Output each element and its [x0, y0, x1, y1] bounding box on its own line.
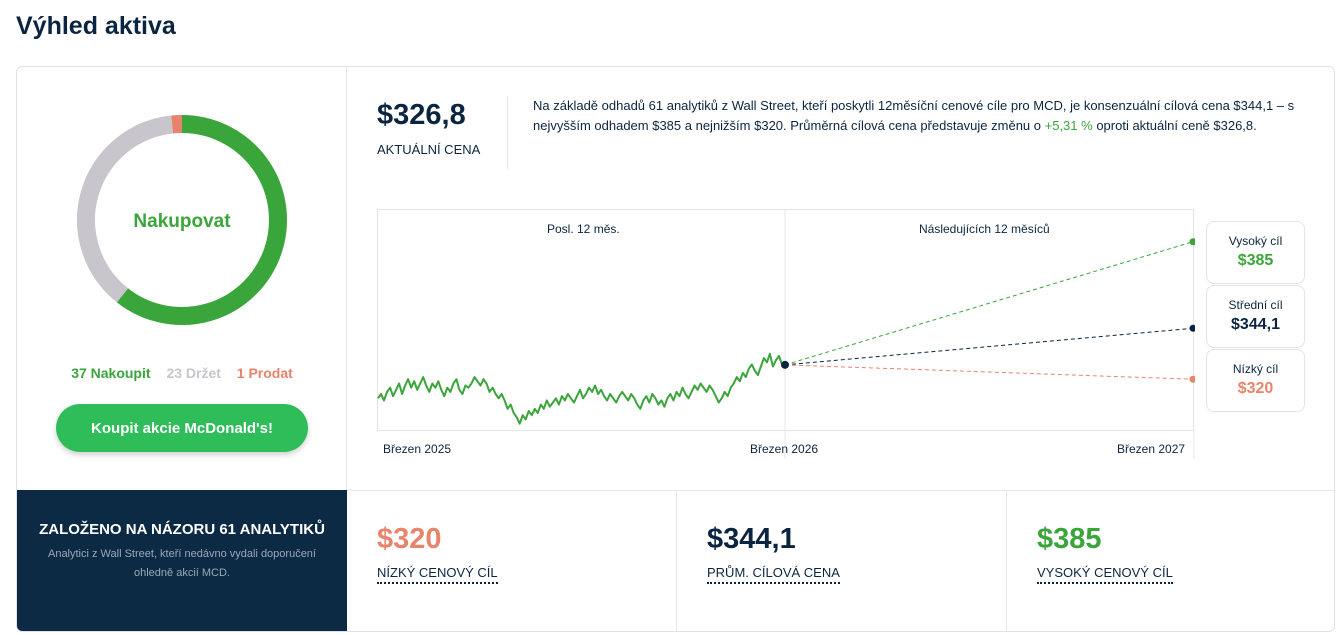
avg-target-stat-label[interactable]: PRŮM. CÍLOVÁ CENA [707, 565, 840, 584]
low-target-stat-value: $320 [377, 523, 442, 555]
stat-divider [1006, 491, 1007, 631]
avg-target-stat: $344,1 PRŮM. CÍLOVÁ CENA [677, 491, 1007, 631]
x-tick-label: Březen 2025 [383, 442, 452, 456]
high-forecast-line [784, 241, 1194, 366]
rating-label: Nakupovat [133, 211, 231, 232]
mid-target-label: Střední cíl [1228, 298, 1283, 312]
sell-count: 1 Prodat [236, 365, 293, 381]
mid-target-value: $344,1 [1231, 316, 1280, 333]
low-forecast-line [784, 364, 1194, 380]
asset-outlook-card: Nakupovat 37 Nakoupit 23 Držet 1 Prodat … [16, 66, 1335, 632]
sell-segment [171, 115, 183, 134]
current-price-value: $326,8 [377, 99, 466, 131]
analysts-title: ZALOŽENO NA NÁZORU 61 ANALYTIKŮ [39, 521, 325, 538]
current-price-block: $326,8 AKTUÁLNÍ CENA [377, 99, 480, 157]
price-divider [507, 97, 508, 169]
high-target-box: Vysoký cíl $385 [1206, 221, 1305, 284]
rating-panel: Nakupovat 37 Nakoupit 23 Držet 1 Prodat … [17, 67, 347, 490]
buy-count: 37 Nakoupit [71, 365, 151, 381]
stat-divider [676, 491, 677, 631]
high-target-stat-label[interactable]: VYSOKÝ CENOVÝ CÍL [1037, 565, 1173, 584]
hold-segment [77, 115, 174, 303]
low-target-stat-label[interactable]: NÍZKÝ CENOVÝ CÍL [377, 565, 498, 584]
past-period-label: Posl. 12 měs. [547, 222, 620, 236]
price-targets-row: $320 NÍZKÝ CENOVÝ CÍL $344,1 PRŮM. CÍLOV… [347, 490, 1334, 631]
page-title: Výhled aktiva [16, 12, 176, 40]
price-history-line [377, 352, 786, 425]
x-tick-label: Březen 2026 [750, 442, 819, 456]
mid-forecast-point [1189, 324, 1197, 332]
rating-counts: 37 Nakoupit 23 Držet 1 Prodat [17, 365, 347, 381]
current-price-point [781, 360, 789, 369]
high-forecast-point [1189, 238, 1197, 246]
high-target-label: Vysoký cíl [1228, 234, 1283, 248]
analysts-description: Analytici z Wall Street, kteří nedávno v… [47, 548, 316, 579]
avg-target-stat-value: $344,1 [707, 523, 796, 555]
current-price-label: AKTUÁLNÍ CENA [377, 142, 481, 157]
high-target-value: $385 [1237, 252, 1274, 269]
summary-change: +5,31 % [1044, 118, 1093, 133]
mid-forecast-line [784, 327, 1194, 366]
buy-segment [116, 115, 287, 325]
x-tick-label: Březen 2027 [1117, 442, 1186, 456]
buy-stock-button[interactable]: Koupit akcie McDonald's! [56, 404, 308, 452]
low-target-label: Nízký cíl [1232, 362, 1279, 376]
summary-text-after: oproti aktuální ceně $326,8. [1092, 118, 1257, 133]
low-target-box: Nízký cíl $320 [1206, 349, 1305, 412]
hold-count: 23 Držet [166, 365, 221, 381]
low-target-value: $320 [1237, 380, 1274, 397]
rating-donut [77, 115, 287, 325]
forecast-summary: Na základě odhadů 61 analytiků z Wall St… [533, 96, 1313, 136]
high-target-stat-value: $385 [1037, 523, 1102, 555]
analysts-panel: ZALOŽENO NA NÁZORU 61 ANALYTIKŮ Analytic… [17, 490, 347, 631]
chart-svg [377, 209, 1197, 459]
future-period-label: Následujících 12 měsíců [919, 222, 1050, 236]
high-target-stat: $385 VYSOKÝ CENOVÝ CÍL [1007, 491, 1334, 631]
low-target-stat: $320 NÍZKÝ CENOVÝ CÍL [347, 491, 677, 631]
mid-target-box: Střední cíl $344,1 [1206, 285, 1305, 348]
summary-text-before: Na základě odhadů 61 analytiků z Wall St… [533, 98, 1295, 133]
price-forecast-chart: Posl. 12 měs. Následujících 12 měsíců Bř… [377, 209, 1197, 459]
low-forecast-point [1189, 375, 1197, 383]
